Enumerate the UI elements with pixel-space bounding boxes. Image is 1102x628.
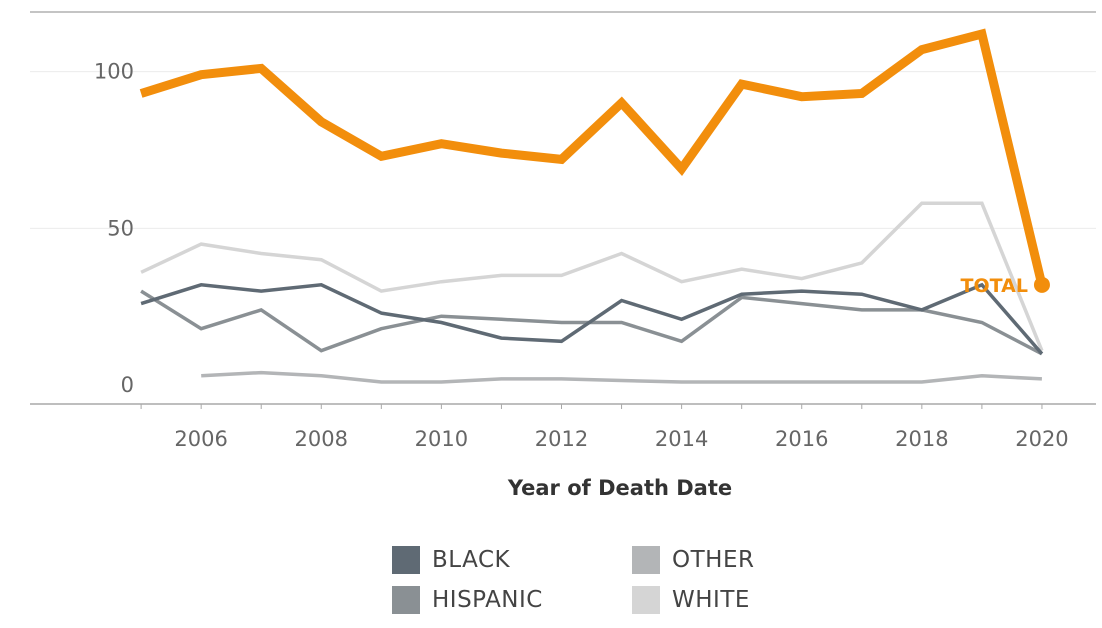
x-axis-title: Year of Death Date: [507, 476, 732, 500]
legend-item-other[interactable]: OTHER: [632, 540, 812, 580]
legend-item-white[interactable]: WHITE: [632, 580, 812, 620]
y-tick-label-50: 50: [107, 216, 134, 240]
x-tick-label-2010: 2010: [415, 427, 468, 451]
legend: BLACK OTHER HISPANIC WHITE: [392, 540, 812, 620]
annotation-layer: TOTAL: [961, 275, 1050, 297]
series-line-white[interactable]: [140, 201, 1044, 352]
x-tick-label-2016: 2016: [775, 427, 828, 451]
x-tick-label-2020: 2020: [1015, 427, 1068, 451]
series-line-other[interactable]: [201, 370, 1042, 384]
legend-item-hispanic[interactable]: HISPANIC: [392, 580, 632, 620]
legend-label-black: BLACK: [432, 547, 511, 573]
legend-swatch-other: [632, 546, 660, 574]
series-line-black[interactable]: [140, 282, 1044, 355]
series-line-total[interactable]: [139, 28, 1047, 286]
series-lines: [139, 28, 1047, 384]
x-tick-label-2006: 2006: [174, 427, 227, 451]
x-axis-ticks: 2006 2008 2010 2012 2014 2016 2018 2020: [140, 404, 1069, 451]
legend-label-other: OTHER: [672, 547, 755, 573]
y-tick-label-0: 0: [121, 373, 134, 397]
x-tick-label-2014: 2014: [655, 427, 708, 451]
legend-swatch-white: [632, 586, 660, 614]
legend-item-black[interactable]: BLACK: [392, 540, 632, 580]
legend-swatch-hispanic: [392, 586, 420, 614]
legend-label-white: WHITE: [672, 587, 750, 613]
legend-label-hispanic: HISPANIC: [432, 587, 543, 613]
total-annotation-label: TOTAL: [961, 275, 1028, 297]
x-tick-label-2018: 2018: [895, 427, 948, 451]
x-tick-label-2008: 2008: [295, 427, 348, 451]
y-tick-label-100: 100: [94, 60, 134, 84]
legend-swatch-black: [392, 546, 420, 574]
total-end-marker[interactable]: [1033, 276, 1050, 293]
y-axis-ticks: 0 50 100: [94, 60, 134, 398]
x-tick-label-2012: 2012: [535, 427, 588, 451]
